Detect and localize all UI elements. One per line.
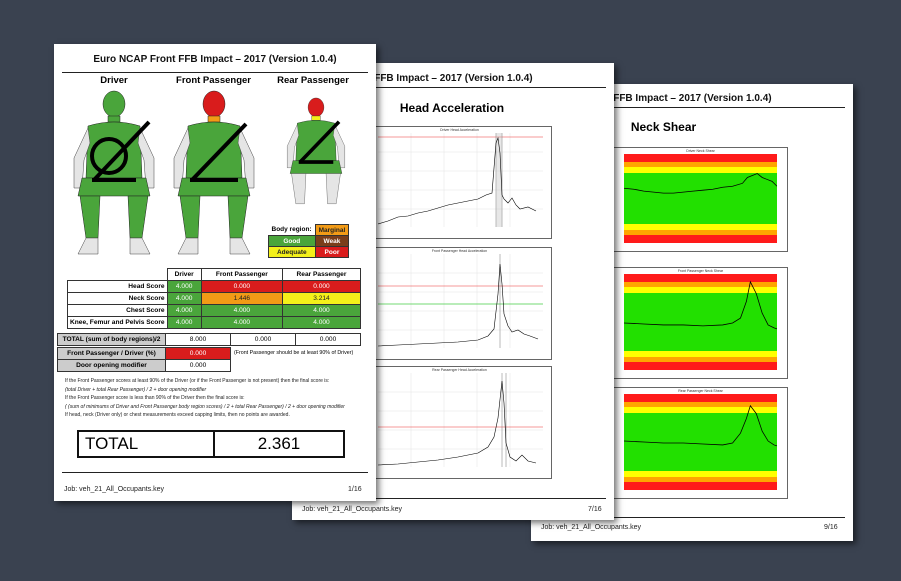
- page-title: Head Acceleration: [399, 101, 505, 115]
- totals-table: TOTAL (sum of body regions)/2 8.000 0.00…: [57, 333, 361, 346]
- driver-dummy-figure: [73, 90, 155, 255]
- ratio-row: Front Passenger / Driver (%) 0.000: [57, 347, 231, 360]
- driver-neck-shear-curve: [624, 173, 777, 194]
- body-region-legend: Body region: Marginal Good Weak Adequate…: [268, 224, 350, 258]
- graph-rear-passenger-neck-shear: Rear Passenger Neck Shear: [613, 387, 788, 499]
- final-total-value: 2.361: [257, 434, 301, 453]
- occupant-rear-passenger-label: Rear Passenger: [277, 75, 349, 86]
- final-total-label: TOTAL: [79, 432, 215, 456]
- driver-head-accel-curve: [378, 136, 537, 225]
- legend-adequate: Adequate: [268, 246, 316, 258]
- ratio-value: 0.000: [165, 347, 231, 360]
- graph-rear-passenger-head-acceleration: Rear Passenger Head Acceleration: [367, 366, 552, 479]
- legend-weak: Weak: [314, 235, 350, 247]
- front-passenger-neck-shear-curve: [624, 280, 777, 330]
- ratio-note: (Front Passenger should be at least 90% …: [234, 350, 354, 356]
- table-row: Neck Score 4.000 1.446 3.214: [67, 292, 362, 305]
- table-row: Head Score 4.000 0.000 0.000: [67, 280, 362, 293]
- graph-front-passenger-head-acceleration: Front Passenger Head Acceleration: [367, 247, 552, 360]
- front-passenger-head-accel-curve: [378, 263, 539, 347]
- graph-driver-neck-shear: Driver Neck Shear: [613, 147, 788, 252]
- legend-marginal: Marginal: [314, 224, 350, 236]
- page-header: Euro NCAP Front FFB Impact – 2017 (Versi…: [531, 93, 772, 104]
- final-total-box: TOTAL 2.361: [77, 430, 345, 458]
- door-value: 0.000: [165, 359, 231, 372]
- job-label: Job: veh_21_All_Occupants.key: [302, 506, 403, 513]
- page-number: 9/16: [824, 524, 838, 531]
- rear-passenger-dummy-figure: [287, 97, 345, 204]
- occupant-front-passenger-label: Front Passenger: [176, 75, 251, 86]
- rear-passenger-neck-shear-curve: [624, 404, 777, 447]
- job-label: Job: veh_21_All_Occupants.key: [541, 524, 642, 531]
- page-number: 7/16: [588, 506, 602, 513]
- scoring-notes: If the Front Passenger scores at least 9…: [65, 378, 345, 418]
- graph-driver-head-acceleration: Driver Head Acceleration: [367, 126, 552, 239]
- total-row: TOTAL (sum of body regions)/2 8.000 0.00…: [57, 333, 361, 346]
- page-header: Euro NCAP Front FFB Impact – 2017 (Versi…: [292, 73, 533, 84]
- page-title: Neck Shear: [630, 120, 697, 134]
- col-driver: Driver: [166, 268, 202, 281]
- legend-good: Good: [268, 235, 316, 247]
- occupant-driver-label: Driver: [100, 75, 128, 86]
- front-passenger-dummy-figure: [173, 90, 255, 255]
- table-row: Knee, Femur and Pelvis Score 4.000 4.000…: [67, 316, 362, 329]
- rear-passenger-head-accel-curve: [378, 380, 537, 466]
- col-front-passenger: Front Passenger: [200, 268, 283, 281]
- col-rear-passenger: Rear Passenger: [281, 268, 362, 281]
- legend-poor: Poor: [314, 246, 350, 258]
- score-table: Driver Front Passenger Rear Passenger He…: [67, 268, 362, 329]
- report-page-1: Euro NCAP Front FFB Impact – 2017 (Versi…: [54, 44, 376, 501]
- page-number: 1/16: [348, 486, 362, 493]
- table-row: Chest Score 4.000 4.000 4.000: [67, 304, 362, 317]
- legend-label: Body region:: [271, 226, 312, 234]
- graph-front-passenger-neck-shear: Front Passenger Neck Shear: [613, 267, 788, 379]
- job-label: Job: veh_21_All_Occupants.key: [64, 486, 165, 493]
- door-row: Door opening modifier 0.000: [57, 359, 231, 372]
- report-page-9: Euro NCAP Front FFB Impact – 2017 (Versi…: [531, 84, 853, 541]
- page-header: Euro NCAP Front FFB Impact – 2017 (Versi…: [93, 54, 337, 65]
